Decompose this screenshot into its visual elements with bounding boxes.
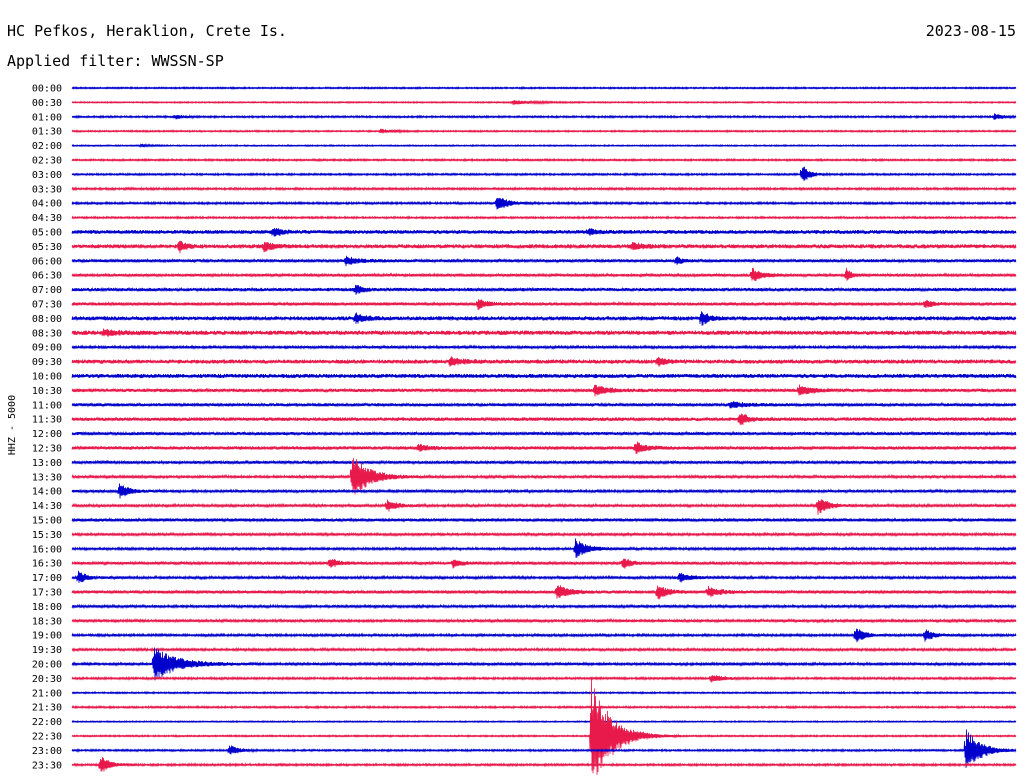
trace-label: 03:00 <box>32 170 62 181</box>
trace-label: 11:00 <box>32 400 62 411</box>
trace-label: 01:30 <box>32 127 62 138</box>
trace-label: 02:00 <box>32 141 62 152</box>
date-label: 2023-08-15 <box>925 22 1016 40</box>
trace-label: 11:30 <box>32 415 62 426</box>
trace-label: 10:00 <box>32 372 62 383</box>
trace-label: 12:00 <box>32 429 62 440</box>
trace-label: 04:30 <box>32 213 62 224</box>
trace-label: 19:30 <box>32 645 62 656</box>
trace-label: 23:00 <box>32 746 62 757</box>
trace-label: 07:00 <box>32 285 62 296</box>
seismic-traces <box>71 85 1017 775</box>
seismic-trace <box>71 499 1017 515</box>
trace-label: 14:30 <box>32 501 62 512</box>
trace-label: 13:00 <box>32 458 62 469</box>
trace-label: 16:00 <box>32 544 62 555</box>
seismic-trace <box>71 538 1017 558</box>
trace-label: 17:00 <box>32 573 62 584</box>
trace-label: 22:30 <box>32 732 62 743</box>
trace-label: 21:00 <box>32 688 62 699</box>
trace-label: 16:30 <box>32 559 62 570</box>
trace-label: 15:00 <box>32 516 62 527</box>
trace-label: 13:30 <box>32 472 62 483</box>
trace-label: 06:00 <box>32 256 62 267</box>
trace-label: 19:00 <box>32 631 62 642</box>
seismic-trace <box>71 240 1017 254</box>
seismic-trace <box>71 267 1017 282</box>
trace-label: 09:30 <box>32 357 62 368</box>
filter-label: Applied filter: WWSSN-SP <box>7 52 224 70</box>
trace-label: 22:00 <box>32 717 62 728</box>
trace-label: 05:00 <box>32 228 62 239</box>
trace-label: 18:30 <box>32 616 62 627</box>
trace-label: 10:30 <box>32 386 62 397</box>
trace-label: 09:00 <box>32 343 62 354</box>
trace-label: 07:30 <box>32 300 62 311</box>
trace-labels: 00:00 00:30 01:00 01:30 02:00 02:30 03:00 03:30… <box>32 84 62 772</box>
trace-label: 18:00 <box>32 602 62 613</box>
trace-label: 01:00 <box>32 112 62 123</box>
seismic-trace <box>71 570 1017 583</box>
trace-label: 08:00 <box>32 314 62 325</box>
trace-label: 23:30 <box>32 760 62 771</box>
trace-label: 04:00 <box>32 199 62 210</box>
trace-label: 17:30 <box>32 588 62 599</box>
trace-label: 05:30 <box>32 242 62 253</box>
y-axis-label: HHZ - 5000 <box>7 395 18 455</box>
trace-label: 00:30 <box>32 98 62 109</box>
trace-label: 21:30 <box>32 703 62 714</box>
station-title: HC Pefkos, Heraklion, Crete Is. <box>7 22 287 40</box>
trace-label: 14:00 <box>32 487 62 498</box>
trace-label: 15:30 <box>32 530 62 541</box>
trace-label: 03:30 <box>32 184 62 195</box>
trace-label: 00:00 <box>32 84 62 95</box>
trace-label: 02:30 <box>32 156 62 167</box>
trace-label: 12:30 <box>32 444 62 455</box>
trace-label: 08:30 <box>32 328 62 339</box>
trace-label: 20:30 <box>32 674 62 685</box>
trace-label: 20:00 <box>32 660 62 671</box>
trace-label: 06:30 <box>32 271 62 282</box>
